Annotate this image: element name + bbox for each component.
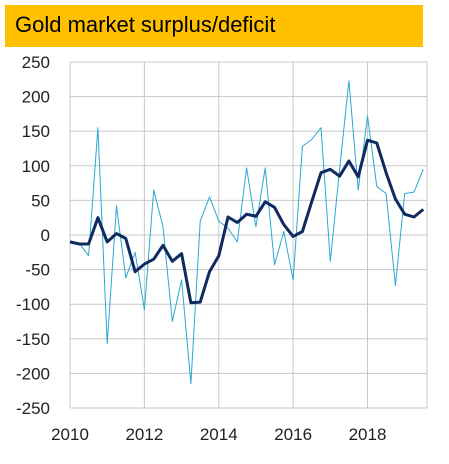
chart-title: Gold market surplus/deficit (15, 12, 276, 37)
y-tick-label: 100 (22, 157, 50, 176)
y-tick-label: 250 (22, 53, 50, 72)
y-tick-label: -100 (16, 295, 50, 314)
y-tick-label: -50 (25, 261, 50, 280)
y-tick-label: 50 (31, 191, 50, 210)
y-tick-label: 150 (22, 122, 50, 141)
y-tick-label: -200 (16, 364, 50, 383)
series-line-thick (69, 138, 425, 305)
y-tick-label: 200 (22, 88, 50, 107)
gridlines (69, 61, 428, 409)
x-tick-label: 2018 (349, 425, 387, 444)
y-tick-label: -250 (16, 399, 50, 418)
y-tick-label: -150 (16, 330, 50, 349)
x-tick-label: 2012 (125, 425, 163, 444)
x-tick-label: 2010 (51, 425, 89, 444)
y-tick-labels: 250 200 150 100 50 0 -50 -100 -150 -200 -250 (16, 53, 50, 418)
series-line-thin (69, 80, 424, 385)
series-lines (69, 80, 425, 385)
y-tick-label: 0 (41, 226, 50, 245)
x-tick-label: 2016 (274, 425, 312, 444)
x-tick-label: 2014 (200, 425, 238, 444)
chart-title-bar: Gold market surplus/deficit (5, 5, 423, 47)
x-tick-labels: 2010 2012 2014 2016 2018 (51, 425, 386, 444)
